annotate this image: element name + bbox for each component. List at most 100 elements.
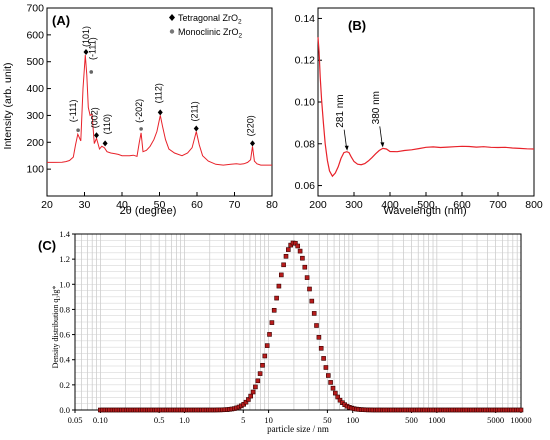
xrd-y-tick-label: 100: [26, 164, 44, 176]
monoclinic-marker: [76, 128, 80, 133]
uv-x-tick-label: 400: [381, 199, 399, 211]
psd-x-tick-label: 500: [405, 415, 418, 425]
psd-data-point: [309, 298, 315, 304]
psd-data-point: [321, 356, 326, 361]
uv-vis-chart: (B) Wavelength (nm) 200 300 400 500 600 700 80…: [295, 7, 543, 217]
psd-data-point: [262, 353, 268, 359]
uv-peak-label: 281 nm: [335, 94, 346, 127]
psd-data-point: [302, 264, 308, 270]
psd-data-point: [314, 323, 319, 328]
monoclinic-marker: [89, 70, 94, 74]
uv-series-line: [317, 37, 535, 178]
xrd-y-tick-label: 300: [26, 110, 44, 122]
xrd-y-tick-label: 700: [26, 3, 44, 15]
psd-x-tick-label: 5000: [487, 415, 504, 425]
xrd-x-axis-label: 2θ (degree): [120, 205, 177, 217]
legend-entry-subscript: 2: [238, 19, 242, 26]
uv-arrow-head: [344, 145, 349, 151]
panel-label-c: (C): [38, 238, 56, 253]
uv-y-tick-label: 0.06: [295, 180, 316, 192]
psd-data-point: [278, 272, 284, 278]
psd-x-tick-label: 50: [323, 415, 332, 425]
xrd-x-tick-label: 40: [116, 199, 128, 211]
xrd-x-tick-label: 80: [266, 199, 278, 211]
xrd-x-tick-label: 60: [191, 199, 203, 211]
xrd-y-tick-label: 500: [26, 56, 44, 68]
uv-arrow-head: [380, 142, 385, 148]
uv-annotation-arrow: [379, 126, 383, 146]
uv-annotation-arrow: [343, 129, 348, 149]
psd-data-point: [248, 393, 253, 399]
psd-y-tick-label: 0.2: [59, 380, 70, 390]
psd-data-point: [267, 332, 272, 337]
psd-x-tick-label: 1.0: [179, 415, 190, 425]
panel-label-a: (A): [52, 13, 70, 28]
legend-circle-marker: [169, 29, 175, 34]
uv-x-axis-label: Wavelength (nm): [383, 205, 466, 217]
psd-data-point: [332, 390, 338, 396]
psd-data-point: [276, 283, 282, 289]
psd-y-tick-label: 0.4: [59, 355, 70, 365]
psd-y-axis-label: Density distribution q₃lg*: [51, 286, 60, 369]
psd-x-tick-label: 1000: [428, 415, 445, 425]
psd-data-point: [264, 343, 270, 348]
xrd-peak-label: (110): [102, 114, 112, 134]
psd-x-tick-label: 10000: [510, 415, 531, 425]
xrd-x-tick-label: 20: [41, 199, 53, 211]
psd-data-point: [283, 254, 289, 259]
xrd-y-tick-label: 600: [26, 29, 44, 41]
xrd-y-tick-label: 400: [26, 83, 44, 95]
psd-data-point: [307, 286, 312, 292]
psd-data-point: [246, 397, 251, 402]
uv-y-tick-label: 0.12: [295, 55, 316, 67]
xrd-peak-label: (211): [189, 101, 199, 121]
legend-entry-label: Tetragonal ZrO2: [178, 13, 242, 26]
psd-x-axis-label: particle size / nm: [267, 424, 329, 434]
psd-data-point: [295, 243, 301, 249]
psd-data-point: [257, 371, 263, 376]
psd-x-tick-label: 5: [241, 415, 245, 425]
tetragonal-marker: [83, 49, 89, 55]
uv-x-tick-label: 300: [345, 199, 363, 211]
xrd-x-tick-label: 50: [154, 199, 166, 211]
tetragonal-marker: [157, 109, 163, 116]
psd-data-point: [337, 397, 343, 403]
tetragonal-marker: [250, 140, 255, 147]
psd-data-point: [316, 334, 322, 340]
psd-data-point: [325, 373, 331, 378]
xrd-y-tick-label: 200: [26, 137, 44, 149]
xrd-series-line: [47, 54, 272, 166]
psd-data-point: [269, 320, 275, 325]
psd-data-point: [274, 295, 279, 301]
psd-y-tick-label: 0.0: [59, 405, 70, 415]
psd-data-point: [260, 362, 265, 368]
psd-x-tick-label: 0.10: [93, 415, 108, 425]
xrd-peak-label: (-111): [87, 37, 97, 60]
tetragonal-marker: [102, 140, 108, 147]
psd-data-point: [318, 345, 324, 351]
legend-diamond-marker: [169, 14, 175, 21]
xrd-x-tick-label: 70: [229, 199, 241, 211]
uv-y-tick-label: 0.10: [295, 97, 316, 109]
psd-x-tick-label: 100: [346, 415, 359, 425]
psd-data-point: [253, 384, 258, 390]
legend-entry-text: Tetragonal ZrO: [178, 13, 238, 23]
tetragonal-marker: [193, 125, 199, 132]
uv-x-tick-label: 800: [525, 199, 543, 211]
psd-data-point: [250, 389, 256, 395]
tetragonal-marker: [94, 132, 99, 139]
psd-x-tick-label: 0.5: [154, 415, 165, 425]
psd-data-point: [271, 307, 277, 313]
psd-y-tick-label: 0.8: [59, 304, 70, 314]
xrd-peak-label: (-111): [68, 100, 78, 123]
uv-y-tick-label: 0.14: [295, 13, 316, 25]
psd-y-tick-label: 1.0: [59, 279, 70, 289]
xrd-y-axis-label: Intensity (arb. unit): [2, 63, 14, 150]
xrd-peak-label: (101): [81, 26, 91, 47]
psd-data-point: [281, 262, 286, 268]
psd-data-point: [328, 380, 333, 385]
psd-data-point: [304, 275, 310, 280]
legend-entry-text: Monoclinic ZrO: [178, 27, 239, 37]
psd-data-point: [285, 247, 291, 252]
